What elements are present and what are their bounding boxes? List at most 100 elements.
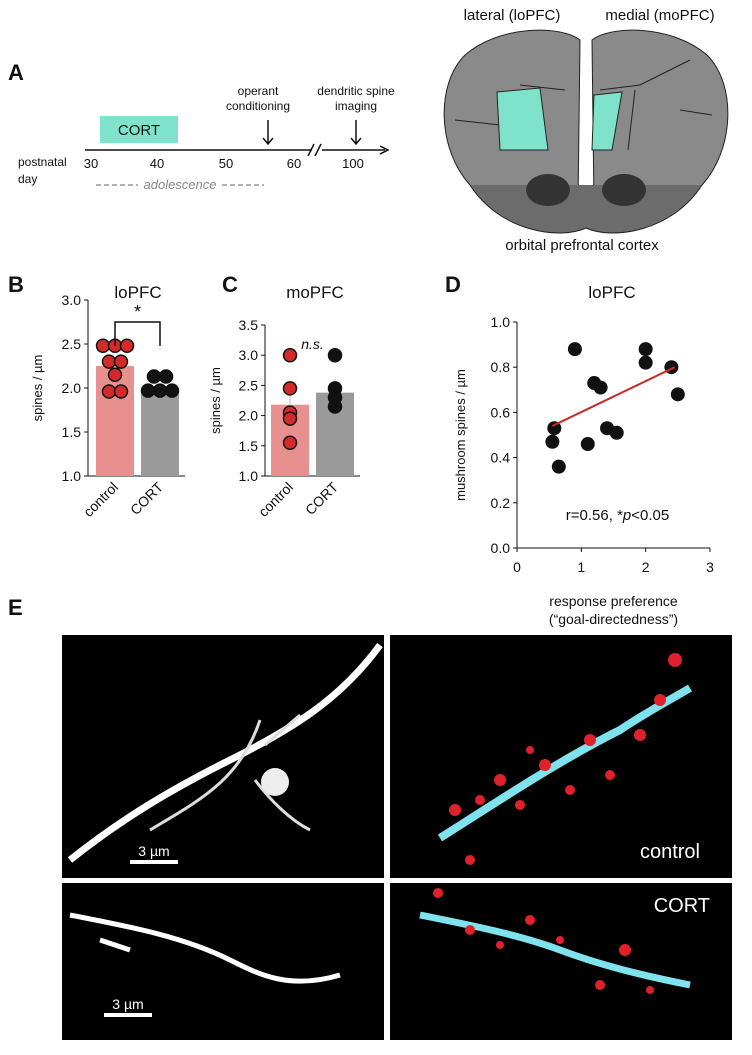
panel-label: A bbox=[8, 60, 24, 85]
panel-label: D bbox=[445, 272, 461, 297]
event-arrow bbox=[262, 120, 274, 146]
y-tick-label: 1.0 bbox=[62, 468, 82, 484]
dendrite-model bbox=[419, 911, 691, 989]
condition-label: control bbox=[640, 841, 700, 863]
dendrite bbox=[69, 912, 341, 984]
stage-label: CORT bbox=[118, 122, 160, 139]
dendrite bbox=[149, 713, 311, 832]
y-tick-label: 2.0 bbox=[62, 380, 82, 396]
event-label: conditioning bbox=[226, 99, 290, 113]
y-axis-label: mushroom spines / µm bbox=[453, 369, 468, 501]
region-caption: orbital prefrontal cortex bbox=[505, 237, 659, 254]
chart-title: loPFC bbox=[114, 283, 161, 302]
x-tick-label: CORT bbox=[302, 478, 341, 517]
y-axis-label: spines / µm bbox=[208, 367, 223, 434]
data-point bbox=[551, 459, 566, 474]
y-tick-label: 1.0 bbox=[239, 468, 259, 484]
y-axis-label: spines / µm bbox=[30, 355, 45, 422]
data-point bbox=[567, 342, 582, 357]
scale-bar-label: 3 µm bbox=[112, 996, 143, 1012]
period-label: adolescence bbox=[144, 177, 217, 192]
y-tick-label: 2.0 bbox=[239, 408, 259, 424]
spine-models bbox=[433, 653, 682, 994]
reconstruction bbox=[390, 883, 732, 1040]
x-axis-label: response preference bbox=[549, 593, 678, 609]
data-point bbox=[282, 347, 298, 363]
x-tick-label: 0 bbox=[513, 559, 521, 575]
dendrite bbox=[67, 642, 383, 863]
data-point bbox=[107, 367, 123, 383]
y-tick-label: 3.5 bbox=[239, 317, 259, 333]
significance-bracket bbox=[114, 321, 161, 346]
data-point bbox=[119, 338, 135, 354]
trend-line bbox=[551, 366, 676, 427]
region-label: medial (moPFC) bbox=[605, 7, 714, 24]
scale-bar-label: 3 µm bbox=[138, 843, 169, 859]
data-point bbox=[545, 434, 560, 449]
data-point bbox=[101, 354, 117, 369]
y-tick-label: 0.2 bbox=[491, 495, 511, 511]
panel-label: E bbox=[8, 595, 23, 620]
tick-label: 100 bbox=[342, 156, 364, 171]
x-tick-label: 3 bbox=[706, 559, 714, 575]
data-point bbox=[638, 355, 653, 370]
annotation-part: r=0.56, * bbox=[566, 507, 623, 524]
region-label: lateral (loPFC) bbox=[464, 7, 561, 24]
data-point bbox=[282, 381, 298, 396]
annotation: n.s. bbox=[301, 336, 324, 352]
data-point bbox=[113, 354, 129, 369]
data-point bbox=[158, 369, 174, 384]
condition-label: CORT bbox=[654, 895, 710, 917]
event-label: imaging bbox=[335, 99, 377, 113]
event-arrow bbox=[350, 120, 362, 146]
y-tick-label: 0.0 bbox=[491, 540, 511, 556]
x-tick-label: CORT bbox=[127, 478, 166, 517]
data-point bbox=[101, 384, 117, 399]
y-tick-label: 0.4 bbox=[491, 450, 511, 466]
x-tick-label: 1 bbox=[577, 559, 585, 575]
data-point bbox=[327, 347, 343, 363]
data-point bbox=[580, 437, 595, 452]
cort-box bbox=[100, 116, 178, 143]
data-point bbox=[146, 369, 162, 384]
x-tick-label: control bbox=[255, 479, 296, 520]
annotation: r=0.56, *p<0.05 bbox=[566, 507, 669, 524]
annotation: * bbox=[134, 302, 141, 322]
data-point bbox=[113, 384, 129, 399]
x-label: postnatal bbox=[18, 155, 67, 169]
data-point bbox=[164, 383, 180, 398]
y-tick-label: 1.5 bbox=[239, 438, 259, 454]
data-point bbox=[95, 338, 111, 354]
data-point bbox=[670, 387, 685, 402]
cell-body bbox=[261, 768, 289, 796]
timeline-arrow bbox=[379, 145, 390, 155]
tick-label: 30 bbox=[84, 156, 98, 171]
data-point bbox=[609, 425, 624, 440]
event-label: dendritic spine bbox=[317, 84, 395, 98]
data-point bbox=[547, 421, 562, 436]
bar bbox=[141, 389, 179, 476]
y-tick-label: 3.0 bbox=[62, 292, 82, 308]
tick-label: 60 bbox=[287, 156, 301, 171]
annotation-part: <0.05 bbox=[631, 507, 669, 524]
bar bbox=[96, 366, 134, 476]
brain-section bbox=[443, 29, 729, 234]
axis-break bbox=[307, 143, 322, 157]
y-tick-label: 2.5 bbox=[239, 377, 259, 393]
chart-title: moPFC bbox=[286, 283, 344, 302]
data-point bbox=[282, 411, 298, 426]
tick-label: 50 bbox=[219, 156, 233, 171]
data-point bbox=[638, 342, 653, 357]
y-tick-label: 3.0 bbox=[239, 347, 259, 363]
event-label: operant bbox=[238, 84, 279, 98]
panel-label: C bbox=[222, 272, 238, 297]
x-axis-label: (“goal-directedness”) bbox=[549, 611, 678, 627]
annotation-part: p bbox=[622, 507, 631, 524]
tick-label: 40 bbox=[150, 156, 164, 171]
x-tick-label: 2 bbox=[642, 559, 650, 575]
data-point bbox=[140, 383, 156, 398]
dendrite-model bbox=[437, 684, 693, 842]
y-tick-label: 1.0 bbox=[491, 314, 511, 330]
